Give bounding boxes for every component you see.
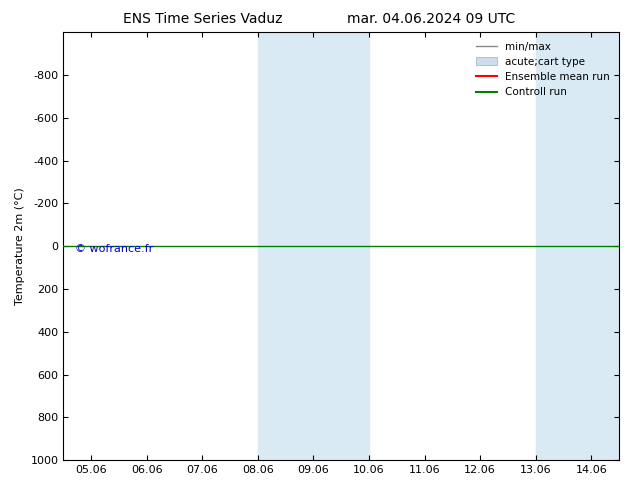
Y-axis label: Temperature 2m (°C): Temperature 2m (°C) [15, 187, 25, 305]
Bar [258, 32, 369, 460]
Text: mar. 04.06.2024 09 UTC: mar. 04.06.2024 09 UTC [347, 12, 515, 26]
Text: ENS Time Series Vaduz: ENS Time Series Vaduz [123, 12, 283, 26]
Legend: min/max, acute;cart type, Ensemble mean run, Controll run: min/max, acute;cart type, Ensemble mean … [472, 37, 614, 101]
Bar [536, 32, 619, 460]
Text: © wofrance.fr: © wofrance.fr [75, 244, 153, 254]
